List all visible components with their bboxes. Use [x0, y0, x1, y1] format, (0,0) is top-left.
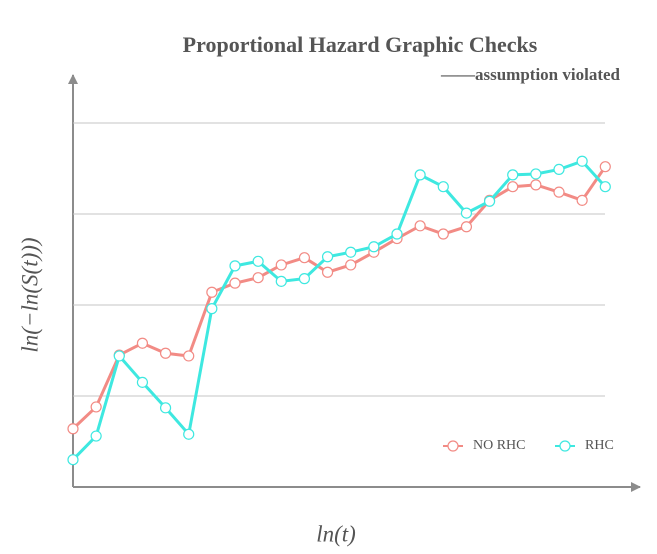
point-marker [298, 252, 311, 264]
point-marker [414, 220, 426, 232]
legend-label: NO RHC [473, 438, 526, 453]
point-marker [553, 163, 565, 176]
point-marker [206, 286, 218, 298]
legend-marker [447, 440, 459, 452]
point-marker [576, 155, 588, 167]
point-marker [530, 168, 542, 180]
point-marker [252, 255, 264, 267]
point-marker [460, 207, 473, 219]
point-marker [136, 337, 149, 349]
point-marker [483, 195, 496, 207]
point-marker [345, 259, 357, 271]
point-marker [90, 401, 102, 413]
point-marker [275, 275, 287, 287]
point-marker [136, 376, 149, 388]
legend-label: RHC [585, 438, 614, 453]
point-marker [507, 169, 519, 181]
point-marker [159, 402, 172, 414]
point-marker [206, 303, 218, 315]
chart-subtitle: ——assumption violated [440, 65, 621, 84]
point-marker [252, 272, 264, 284]
point-marker [553, 186, 565, 198]
point-marker [437, 181, 449, 193]
point-marker [321, 251, 334, 263]
series-line [71, 165, 607, 430]
point-marker [67, 423, 79, 435]
point-marker [599, 181, 611, 193]
point-marker [159, 347, 172, 359]
point-marker [576, 194, 588, 206]
point-marker [298, 273, 311, 285]
point-marker [530, 179, 542, 191]
point-marker [321, 266, 334, 278]
point-marker [414, 169, 426, 181]
chart-title: Proportional Hazard Graphic Checks [183, 32, 538, 57]
legend-marker [559, 440, 571, 452]
point-marker [183, 428, 195, 440]
point-marker [90, 430, 102, 442]
point-marker [460, 221, 473, 233]
point-marker [368, 241, 380, 253]
point-marker [507, 181, 519, 193]
x-axis-label: ln(t) [316, 521, 356, 546]
point-marker [599, 161, 611, 173]
point-marker [183, 350, 195, 362]
series-line [71, 159, 607, 461]
point-marker [391, 228, 403, 240]
point-marker [275, 259, 287, 271]
y-axis-label: ln(−ln(S(t))) [17, 237, 42, 352]
point-marker [229, 277, 241, 289]
point-marker [229, 260, 241, 272]
point-marker [437, 228, 449, 240]
point-marker [345, 246, 357, 258]
point-marker [113, 350, 125, 362]
point-marker [67, 454, 79, 466]
